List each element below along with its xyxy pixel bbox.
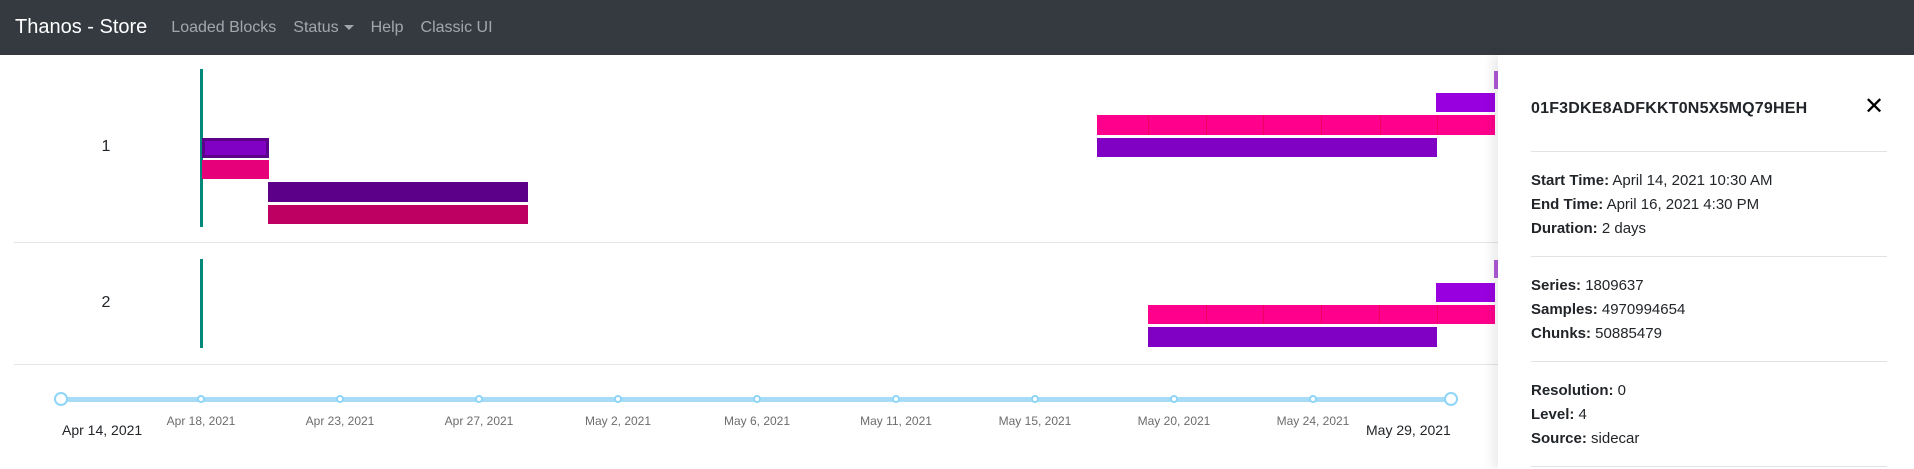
row-divider xyxy=(14,242,1498,243)
close-icon[interactable]: ✕ xyxy=(1864,93,1885,120)
resolution-field: Resolution: 0 xyxy=(1531,382,1626,399)
nav-help-label: Help xyxy=(370,18,404,36)
axis-start-label: Apr 14, 2021 xyxy=(62,422,143,438)
nav-help[interactable]: Help xyxy=(371,19,404,37)
navbar: Thanos - Store Loaded Blocks Status Help… xyxy=(0,0,1914,55)
axis-tick-label: May 2, 2021 xyxy=(584,414,652,428)
block-detail-panel: 01F3DKE8ADFKKT0N5X5MQ79HEH ✕ Start Time:… xyxy=(1498,55,1914,469)
axis-tick xyxy=(1309,395,1317,403)
block-group[interactable] xyxy=(1097,115,1495,135)
brand-title[interactable]: Thanos - Store xyxy=(15,16,148,38)
field-label: Level: xyxy=(1531,406,1575,423)
block[interactable] xyxy=(1494,260,1498,278)
level-field: Level: 4 xyxy=(1531,406,1587,423)
field-label: Source: xyxy=(1531,430,1587,447)
end-time-field: End Time: April 16, 2021 4:30 PM xyxy=(1531,196,1759,213)
block-id-title: 01F3DKE8ADFKKT0N5X5MQ79HEH xyxy=(1531,100,1808,117)
axis-tick-label: Apr 18, 2021 xyxy=(166,414,236,428)
series-field: Series: 1809637 xyxy=(1531,277,1644,294)
divider xyxy=(1531,466,1887,467)
axis-tick-label: Apr 23, 2021 xyxy=(305,414,375,428)
block[interactable] xyxy=(1436,93,1495,112)
field-label: End Time: xyxy=(1531,196,1604,213)
field-label: Start Time: xyxy=(1531,172,1610,189)
axis-tick-label: Apr 27, 2021 xyxy=(444,414,514,428)
divider xyxy=(1531,361,1887,362)
axis-tick-label: May 24, 2021 xyxy=(1276,414,1350,428)
block-group[interactable] xyxy=(1148,305,1495,324)
field-value: 4970994654 xyxy=(1601,301,1686,318)
axis-tick xyxy=(1170,395,1178,403)
block[interactable] xyxy=(268,205,528,224)
block[interactable] xyxy=(1097,138,1437,157)
divider xyxy=(1531,151,1887,152)
row-label-1: 1 xyxy=(101,138,111,155)
block[interactable] xyxy=(268,182,528,202)
axis-tick xyxy=(1031,395,1039,403)
nav-classic-ui[interactable]: Classic UI xyxy=(421,19,493,37)
start-time-field: Start Time: April 14, 2021 10:30 AM xyxy=(1531,172,1773,189)
axis-tick-label: May 6, 2021 xyxy=(723,414,791,428)
axis-tick xyxy=(892,395,900,403)
field-value: 0 xyxy=(1617,382,1627,399)
field-value: 4 xyxy=(1578,406,1587,423)
field-value: April 16, 2021 4:30 PM xyxy=(1606,196,1760,213)
field-label: Resolution: xyxy=(1531,382,1614,399)
range-start-marker xyxy=(200,259,203,348)
nav-status-dropdown[interactable]: Status xyxy=(293,18,354,37)
block[interactable] xyxy=(1436,283,1495,302)
field-value: 50885479 xyxy=(1595,325,1662,342)
field-label: Duration: xyxy=(1531,220,1598,237)
block[interactable] xyxy=(1494,71,1498,89)
caret-down-icon xyxy=(343,25,354,30)
axis-tick xyxy=(475,395,483,403)
range-end-handle[interactable] xyxy=(1444,392,1458,406)
field-value: 1809637 xyxy=(1585,277,1644,294)
axis-tick-label: May 15, 2021 xyxy=(998,414,1072,428)
field-value: sidecar xyxy=(1591,430,1640,447)
blocks-timeline: 1 2 Apr 14, 2021 May 29, 2021 Apr 18, 20… xyxy=(14,69,1498,438)
axis-end-label: May 29, 2021 xyxy=(1366,422,1451,438)
field-value: April 14, 2021 10:30 AM xyxy=(1612,172,1773,189)
row-label-2: 2 xyxy=(101,294,111,311)
block[interactable] xyxy=(202,160,269,179)
nav-classic-ui-label: Classic UI xyxy=(420,18,493,36)
nav-loaded-blocks-label: Loaded Blocks xyxy=(171,18,277,36)
range-start-marker xyxy=(200,69,203,227)
nav-loaded-blocks[interactable]: Loaded Blocks xyxy=(171,19,276,37)
axis-tick-label: May 20, 2021 xyxy=(1137,414,1211,428)
row-divider xyxy=(14,364,1498,365)
axis-tick xyxy=(614,395,622,403)
samples-field: Samples: 4970994654 xyxy=(1531,301,1685,318)
chunks-field: Chunks: 50885479 xyxy=(1531,325,1662,342)
field-value: 2 days xyxy=(1601,220,1647,237)
duration-field: Duration: 2 days xyxy=(1531,220,1646,237)
field-label: Samples: xyxy=(1531,301,1598,318)
axis-tick xyxy=(336,395,344,403)
block[interactable] xyxy=(1148,327,1437,347)
axis-tick xyxy=(753,395,761,403)
nav-status-label: Status xyxy=(293,18,339,36)
divider xyxy=(1531,256,1887,257)
axis-tick-label: May 11, 2021 xyxy=(860,414,932,428)
range-start-handle[interactable] xyxy=(54,392,68,406)
field-label: Series: xyxy=(1531,277,1582,294)
block-selected[interactable] xyxy=(202,138,269,158)
axis-tick xyxy=(197,395,205,403)
source-field: Source: sidecar xyxy=(1531,430,1639,447)
field-label: Chunks: xyxy=(1531,325,1591,342)
